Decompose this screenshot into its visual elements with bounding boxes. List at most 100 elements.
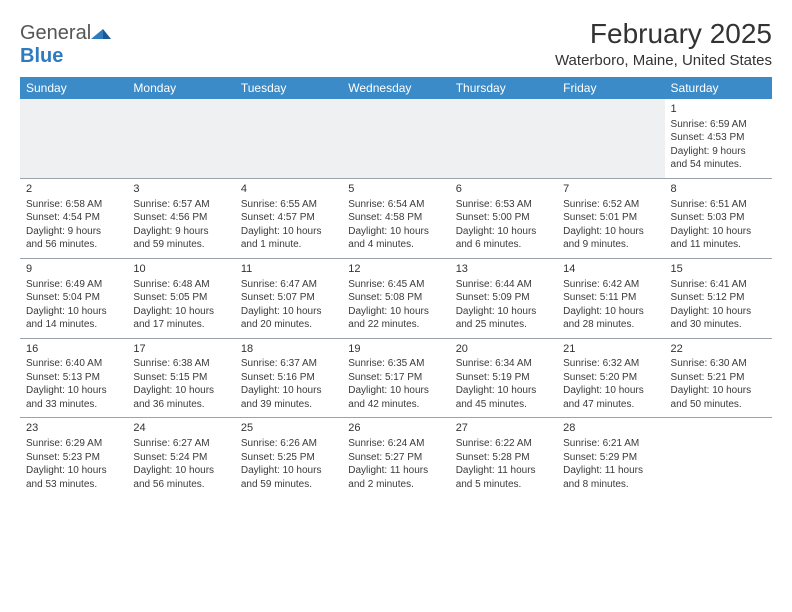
- day-details: Sunrise: 6:48 AMSunset: 5:05 PMDaylight:…: [133, 278, 228, 332]
- calendar-empty-cell: [127, 99, 234, 178]
- day-detail-line: Sunrise: 6:59 AM: [671, 118, 766, 132]
- calendar-day-cell: 15Sunrise: 6:41 AMSunset: 5:12 PMDayligh…: [665, 258, 772, 338]
- day-detail-line: Daylight: 10 hours: [671, 305, 766, 319]
- day-details: Sunrise: 6:47 AMSunset: 5:07 PMDaylight:…: [241, 278, 336, 332]
- day-number: 5: [348, 182, 443, 197]
- day-details: Sunrise: 6:35 AMSunset: 5:17 PMDaylight:…: [348, 357, 443, 411]
- day-detail-line: Sunrise: 6:40 AM: [26, 357, 121, 371]
- day-detail-line: and 11 minutes.: [671, 238, 766, 252]
- day-details: Sunrise: 6:59 AMSunset: 4:53 PMDaylight:…: [671, 118, 766, 172]
- day-detail-line: Sunrise: 6:42 AM: [563, 278, 658, 292]
- day-detail-line: and 33 minutes.: [26, 398, 121, 412]
- calendar-day-cell: 14Sunrise: 6:42 AMSunset: 5:11 PMDayligh…: [557, 258, 664, 338]
- day-detail-line: and 39 minutes.: [241, 398, 336, 412]
- calendar-empty-cell: [557, 99, 664, 178]
- day-number: 10: [133, 262, 228, 277]
- day-detail-line: Sunrise: 6:22 AM: [456, 437, 551, 451]
- day-detail-line: Sunset: 5:20 PM: [563, 371, 658, 385]
- day-detail-line: and 54 minutes.: [671, 158, 766, 172]
- day-detail-line: Sunset: 5:04 PM: [26, 291, 121, 305]
- day-detail-line: Sunset: 5:19 PM: [456, 371, 551, 385]
- calendar-day-cell: 16Sunrise: 6:40 AMSunset: 5:13 PMDayligh…: [20, 338, 127, 418]
- calendar-day-cell: 20Sunrise: 6:34 AMSunset: 5:19 PMDayligh…: [450, 338, 557, 418]
- day-detail-line: Sunrise: 6:47 AM: [241, 278, 336, 292]
- calendar-day-cell: 5Sunrise: 6:54 AMSunset: 4:58 PMDaylight…: [342, 178, 449, 258]
- day-detail-line: Sunrise: 6:49 AM: [26, 278, 121, 292]
- day-detail-line: and 50 minutes.: [671, 398, 766, 412]
- day-detail-line: Daylight: 10 hours: [348, 384, 443, 398]
- day-detail-line: Sunset: 5:24 PM: [133, 451, 228, 465]
- day-detail-line: Sunrise: 6:57 AM: [133, 198, 228, 212]
- calendar-page: General Blue February 2025 Waterboro, Ma…: [0, 0, 792, 497]
- day-detail-line: Sunset: 5:13 PM: [26, 371, 121, 385]
- day-detail-line: Sunset: 5:00 PM: [456, 211, 551, 225]
- day-detail-line: Sunrise: 6:53 AM: [456, 198, 551, 212]
- calendar-body: 1Sunrise: 6:59 AMSunset: 4:53 PMDaylight…: [20, 99, 772, 497]
- day-detail-line: Daylight: 9 hours: [26, 225, 121, 239]
- day-detail-line: Sunrise: 6:55 AM: [241, 198, 336, 212]
- day-detail-line: and 59 minutes.: [241, 478, 336, 492]
- day-detail-line: Sunset: 4:58 PM: [348, 211, 443, 225]
- day-detail-line: Sunrise: 6:48 AM: [133, 278, 228, 292]
- calendar-day-cell: 10Sunrise: 6:48 AMSunset: 5:05 PMDayligh…: [127, 258, 234, 338]
- calendar-day-cell: 12Sunrise: 6:45 AMSunset: 5:08 PMDayligh…: [342, 258, 449, 338]
- day-detail-line: Daylight: 11 hours: [456, 464, 551, 478]
- calendar-empty-cell: [665, 418, 772, 497]
- day-detail-line: Daylight: 10 hours: [241, 384, 336, 398]
- day-detail-line: Daylight: 10 hours: [26, 384, 121, 398]
- day-details: Sunrise: 6:57 AMSunset: 4:56 PMDaylight:…: [133, 198, 228, 252]
- day-detail-line: Daylight: 10 hours: [241, 305, 336, 319]
- day-number: 23: [26, 421, 121, 436]
- day-number: 24: [133, 421, 228, 436]
- day-number: 26: [348, 421, 443, 436]
- day-number: 3: [133, 182, 228, 197]
- calendar-day-cell: 25Sunrise: 6:26 AMSunset: 5:25 PMDayligh…: [235, 418, 342, 497]
- day-number: 28: [563, 421, 658, 436]
- day-detail-line: Sunrise: 6:58 AM: [26, 198, 121, 212]
- day-detail-line: and 2 minutes.: [348, 478, 443, 492]
- day-details: Sunrise: 6:24 AMSunset: 5:27 PMDaylight:…: [348, 437, 443, 491]
- day-detail-line: and 42 minutes.: [348, 398, 443, 412]
- day-detail-line: Daylight: 11 hours: [348, 464, 443, 478]
- day-number: 4: [241, 182, 336, 197]
- day-detail-line: and 36 minutes.: [133, 398, 228, 412]
- day-detail-line: Sunset: 4:54 PM: [26, 211, 121, 225]
- weekday-row: SundayMondayTuesdayWednesdayThursdayFrid…: [20, 77, 772, 99]
- day-detail-line: Daylight: 9 hours: [133, 225, 228, 239]
- day-detail-line: and 28 minutes.: [563, 318, 658, 332]
- day-detail-line: and 20 minutes.: [241, 318, 336, 332]
- calendar-head: SundayMondayTuesdayWednesdayThursdayFrid…: [20, 77, 772, 99]
- page-title: February 2025: [555, 18, 772, 50]
- calendar-week-row: 2Sunrise: 6:58 AMSunset: 4:54 PMDaylight…: [20, 178, 772, 258]
- day-number: 19: [348, 342, 443, 357]
- day-details: Sunrise: 6:29 AMSunset: 5:23 PMDaylight:…: [26, 437, 121, 491]
- day-details: Sunrise: 6:27 AMSunset: 5:24 PMDaylight:…: [133, 437, 228, 491]
- calendar-day-cell: 6Sunrise: 6:53 AMSunset: 5:00 PMDaylight…: [450, 178, 557, 258]
- day-number: 21: [563, 342, 658, 357]
- title-block: February 2025 Waterboro, Maine, United S…: [555, 18, 772, 69]
- calendar-day-cell: 8Sunrise: 6:51 AMSunset: 5:03 PMDaylight…: [665, 178, 772, 258]
- day-detail-line: and 6 minutes.: [456, 238, 551, 252]
- day-detail-line: Daylight: 10 hours: [671, 225, 766, 239]
- logo-mark-icon: [91, 23, 111, 39]
- day-detail-line: Sunset: 5:05 PM: [133, 291, 228, 305]
- day-details: Sunrise: 6:53 AMSunset: 5:00 PMDaylight:…: [456, 198, 551, 252]
- day-detail-line: Sunset: 5:16 PM: [241, 371, 336, 385]
- day-details: Sunrise: 6:38 AMSunset: 5:15 PMDaylight:…: [133, 357, 228, 411]
- day-number: 13: [456, 262, 551, 277]
- day-detail-line: and 47 minutes.: [563, 398, 658, 412]
- day-detail-line: Daylight: 10 hours: [671, 384, 766, 398]
- day-detail-line: and 25 minutes.: [456, 318, 551, 332]
- day-detail-line: Sunset: 5:21 PM: [671, 371, 766, 385]
- day-detail-line: Sunrise: 6:51 AM: [671, 198, 766, 212]
- day-details: Sunrise: 6:44 AMSunset: 5:09 PMDaylight:…: [456, 278, 551, 332]
- day-detail-line: Sunset: 5:09 PM: [456, 291, 551, 305]
- day-details: Sunrise: 6:30 AMSunset: 5:21 PMDaylight:…: [671, 357, 766, 411]
- day-number: 27: [456, 421, 551, 436]
- day-number: 15: [671, 262, 766, 277]
- calendar-empty-cell: [450, 99, 557, 178]
- day-detail-line: and 8 minutes.: [563, 478, 658, 492]
- page-subtitle: Waterboro, Maine, United States: [555, 52, 772, 69]
- day-detail-line: Daylight: 10 hours: [26, 464, 121, 478]
- calendar-week-row: 16Sunrise: 6:40 AMSunset: 5:13 PMDayligh…: [20, 338, 772, 418]
